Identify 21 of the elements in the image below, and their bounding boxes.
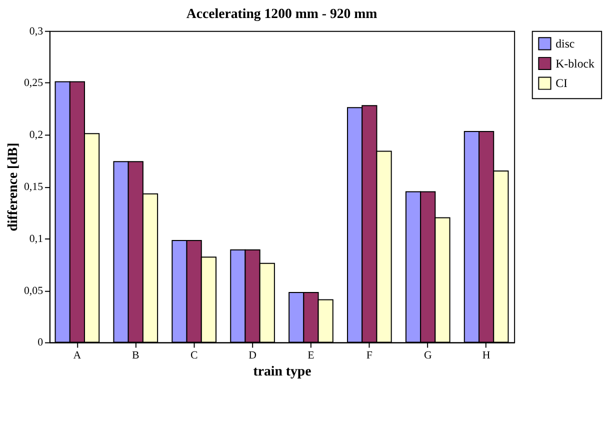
y-tick-label: 0 (38, 336, 44, 349)
legend-label: disc (556, 36, 575, 51)
x-tick-label: A (73, 350, 82, 362)
y-tick-label: 0,15 (24, 181, 44, 194)
x-tick-label: G (424, 350, 432, 362)
y-axis-title: difference [dB] (5, 142, 20, 232)
chart-title: Accelerating 1200 mm - 920 mm (186, 6, 378, 22)
y-tick-label: 0,2 (29, 129, 44, 142)
x-tick-label: H (482, 350, 490, 362)
y-tick-label: 0,25 (24, 77, 44, 90)
x-tick-label: E (308, 350, 315, 362)
x-tick-label: C (190, 350, 198, 362)
y-tick-label: 0,05 (24, 284, 44, 297)
legend-label: K-block (556, 56, 595, 70)
y-tick-label: 0,3 (29, 25, 44, 38)
x-tick-label: D (248, 350, 257, 362)
x-tick-label: F (366, 350, 372, 362)
y-tick-label: 0,1 (29, 232, 44, 245)
legend-label: CI (556, 76, 568, 90)
x-axis-title: train type (253, 363, 312, 378)
x-tick-label: B (132, 350, 140, 362)
